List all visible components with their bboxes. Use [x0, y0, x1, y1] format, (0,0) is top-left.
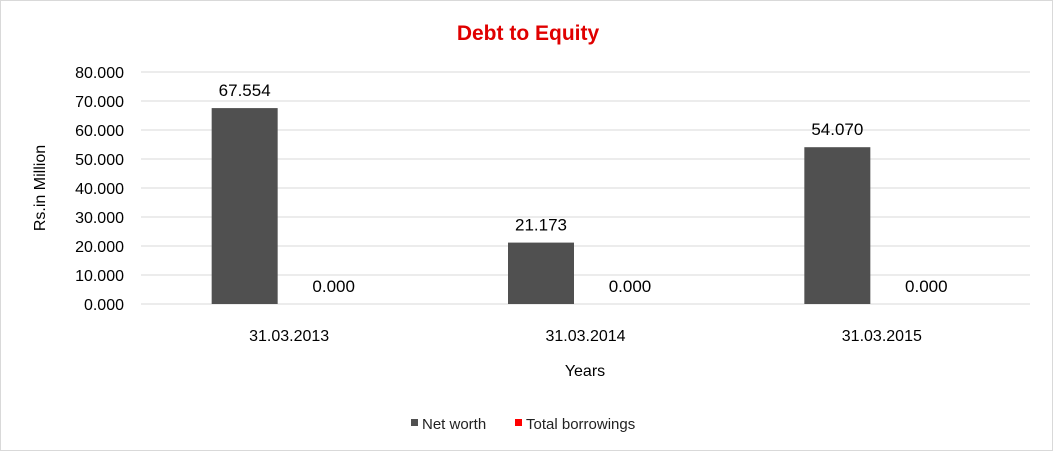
bar-net-worth	[804, 147, 871, 304]
y-tick-label: 30.000	[75, 210, 124, 227]
y-tick-label: 60.000	[75, 123, 124, 140]
bars	[211, 108, 871, 304]
legend-swatch	[515, 419, 522, 426]
bar-net-worth	[211, 108, 278, 304]
data-label: 67.554	[219, 81, 271, 100]
data-label: 0.000	[905, 277, 948, 296]
data-label: 54.070	[811, 120, 863, 139]
data-label: 21.173	[515, 216, 567, 235]
data-labels: 67.554 0.000 21.173 0.000 54.070 0.000	[219, 81, 948, 296]
gridlines	[141, 71, 1030, 305]
data-label: 0.000	[609, 277, 652, 296]
y-tick-label: 20.000	[75, 239, 124, 256]
data-label: 0.000	[312, 277, 355, 296]
x-tick-label: 31.03.2014	[545, 328, 625, 345]
y-tick-label: 10.000	[75, 268, 124, 285]
x-axis-title: Years	[565, 363, 605, 380]
x-axis-ticks: 31.03.2013 31.03.2014 31.03.2015	[249, 328, 922, 345]
y-tick-label: 80.000	[75, 65, 124, 82]
legend-swatch	[411, 419, 418, 426]
y-axis-ticks: 0.000 10.000 20.000 30.000 40.000 50.000 60.00…	[75, 65, 124, 314]
y-tick-label: 70.000	[75, 94, 124, 111]
y-tick-label: 50.000	[75, 152, 124, 169]
chart-title: Debt to Equity	[457, 22, 600, 45]
legend: Net worth Total borrowings	[411, 416, 635, 433]
legend-label: Net worth	[422, 416, 486, 433]
legend-label: Total borrowings	[526, 416, 635, 433]
y-tick-label: 40.000	[75, 181, 124, 198]
y-tick-label: 0.000	[84, 297, 124, 314]
y-axis-title: Rs.in Million	[32, 145, 49, 231]
x-tick-label: 31.03.2015	[842, 328, 922, 345]
x-tick-label: 31.03.2013	[249, 328, 329, 345]
bar-net-worth	[508, 242, 574, 304]
